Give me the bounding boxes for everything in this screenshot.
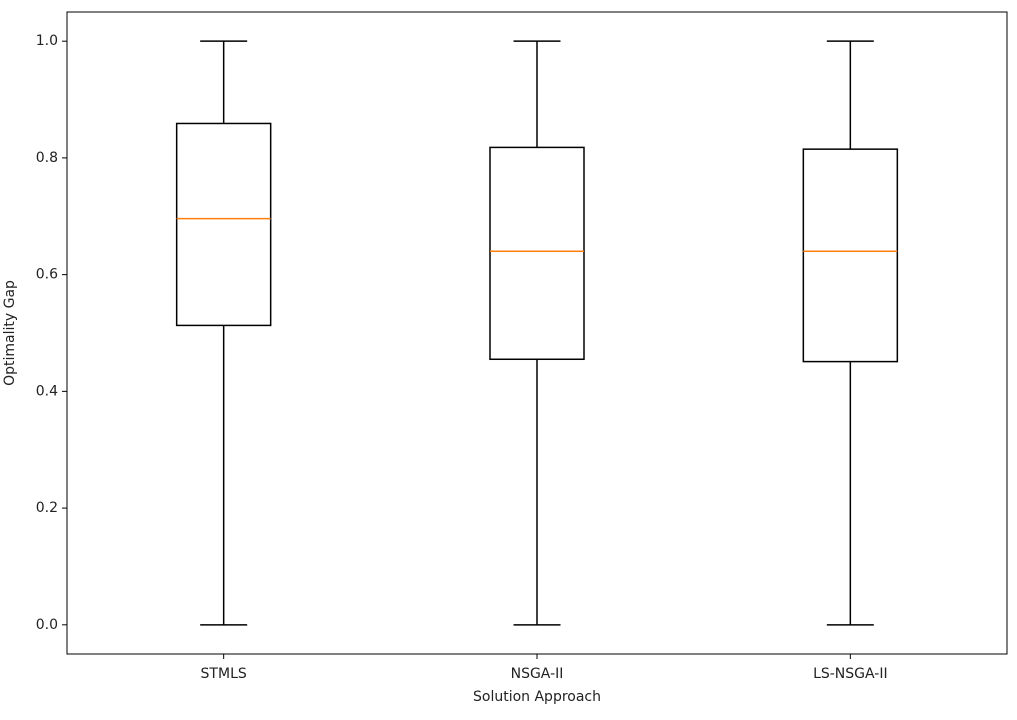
- y-tick-label: 0.4: [36, 383, 58, 399]
- y-tick-label: 0.0: [36, 617, 58, 633]
- y-tick-label: 0.2: [36, 500, 58, 516]
- x-axis-label: Solution Approach: [473, 689, 601, 705]
- x-tick-label: NSGA-II: [511, 666, 564, 682]
- plot-frame: [66, 11, 1008, 655]
- y-tick-label: 1.0: [36, 33, 58, 49]
- y-tick-label: 0.6: [36, 267, 58, 283]
- x-tick-label: LS-NSGA-II: [813, 666, 888, 682]
- y-tick-label: 0.8: [36, 150, 58, 166]
- box: [489, 146, 585, 361]
- box: [802, 148, 899, 363]
- box: [175, 122, 272, 327]
- x-tick-label: STMLS: [201, 666, 247, 682]
- y-axis-label: Optimality Gap: [2, 280, 18, 386]
